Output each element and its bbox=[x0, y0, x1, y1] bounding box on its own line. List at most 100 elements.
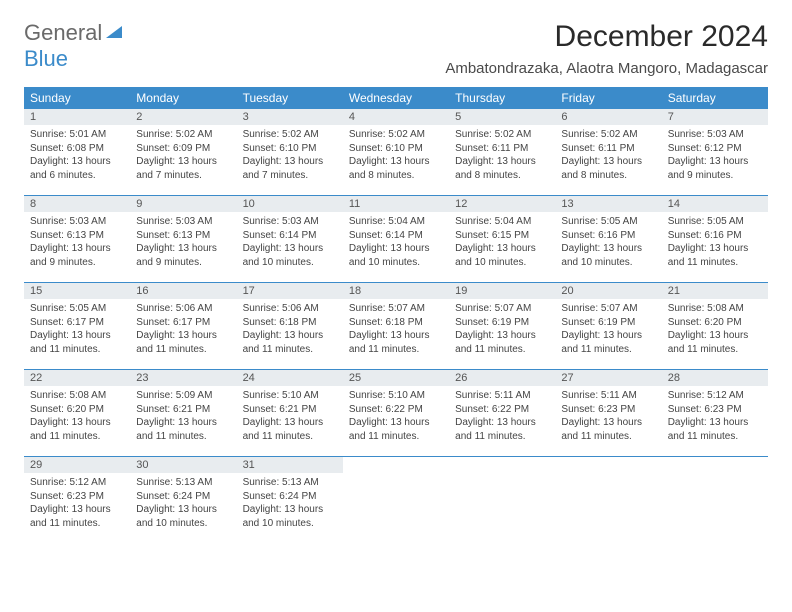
calendar-week: 29Sunrise: 5:12 AMSunset: 6:23 PMDayligh… bbox=[24, 457, 768, 543]
daylight-line: Daylight: 13 hours and 11 minutes. bbox=[668, 242, 762, 269]
daylight-line: Daylight: 13 hours and 11 minutes. bbox=[455, 416, 549, 443]
calendar-cell: 7Sunrise: 5:03 AMSunset: 6:12 PMDaylight… bbox=[662, 109, 768, 195]
daylight-line: Daylight: 13 hours and 10 minutes. bbox=[136, 503, 230, 530]
sunset-line: Sunset: 6:19 PM bbox=[561, 316, 655, 330]
day-number: 30 bbox=[130, 457, 236, 473]
calendar-cell: 8Sunrise: 5:03 AMSunset: 6:13 PMDaylight… bbox=[24, 196, 130, 282]
daylight-line: Daylight: 13 hours and 11 minutes. bbox=[136, 329, 230, 356]
brand-part1: General bbox=[24, 20, 102, 45]
sunrise-line: Sunrise: 5:01 AM bbox=[30, 128, 124, 142]
day-number: 5 bbox=[449, 109, 555, 125]
calendar-cell: 21Sunrise: 5:08 AMSunset: 6:20 PMDayligh… bbox=[662, 283, 768, 369]
day-number: 17 bbox=[237, 283, 343, 299]
sunset-line: Sunset: 6:24 PM bbox=[243, 490, 337, 504]
daylight-line: Daylight: 13 hours and 11 minutes. bbox=[561, 329, 655, 356]
day-body: Sunrise: 5:08 AMSunset: 6:20 PMDaylight:… bbox=[662, 299, 768, 360]
sunset-line: Sunset: 6:24 PM bbox=[136, 490, 230, 504]
day-number: 21 bbox=[662, 283, 768, 299]
sunrise-line: Sunrise: 5:07 AM bbox=[455, 302, 549, 316]
dow-header: Tuesday bbox=[237, 87, 343, 109]
daylight-line: Daylight: 13 hours and 11 minutes. bbox=[561, 416, 655, 443]
day-body: Sunrise: 5:05 AMSunset: 6:17 PMDaylight:… bbox=[24, 299, 130, 360]
day-number: 16 bbox=[130, 283, 236, 299]
day-body: Sunrise: 5:13 AMSunset: 6:24 PMDaylight:… bbox=[130, 473, 236, 534]
day-body: Sunrise: 5:03 AMSunset: 6:12 PMDaylight:… bbox=[662, 125, 768, 186]
calendar-cell: 18Sunrise: 5:07 AMSunset: 6:18 PMDayligh… bbox=[343, 283, 449, 369]
day-number: 11 bbox=[343, 196, 449, 212]
day-body: Sunrise: 5:11 AMSunset: 6:22 PMDaylight:… bbox=[449, 386, 555, 447]
day-number: 4 bbox=[343, 109, 449, 125]
day-body: Sunrise: 5:10 AMSunset: 6:22 PMDaylight:… bbox=[343, 386, 449, 447]
sunrise-line: Sunrise: 5:11 AM bbox=[455, 389, 549, 403]
sunset-line: Sunset: 6:11 PM bbox=[455, 142, 549, 156]
sunset-line: Sunset: 6:15 PM bbox=[455, 229, 549, 243]
day-body: Sunrise: 5:06 AMSunset: 6:18 PMDaylight:… bbox=[237, 299, 343, 360]
sunrise-line: Sunrise: 5:09 AM bbox=[136, 389, 230, 403]
daylight-line: Daylight: 13 hours and 11 minutes. bbox=[668, 416, 762, 443]
sunset-line: Sunset: 6:19 PM bbox=[455, 316, 549, 330]
dow-header: Monday bbox=[130, 87, 236, 109]
sunrise-line: Sunrise: 5:13 AM bbox=[136, 476, 230, 490]
sunrise-line: Sunrise: 5:02 AM bbox=[136, 128, 230, 142]
calendar-cell: 25Sunrise: 5:10 AMSunset: 6:22 PMDayligh… bbox=[343, 370, 449, 456]
daylight-line: Daylight: 13 hours and 11 minutes. bbox=[668, 329, 762, 356]
day-number: 6 bbox=[555, 109, 661, 125]
sunset-line: Sunset: 6:11 PM bbox=[561, 142, 655, 156]
day-number: 22 bbox=[24, 370, 130, 386]
calendar-cell: 24Sunrise: 5:10 AMSunset: 6:21 PMDayligh… bbox=[237, 370, 343, 456]
sunset-line: Sunset: 6:16 PM bbox=[561, 229, 655, 243]
page-header: General Blue December 2024 Ambatondrazak… bbox=[24, 20, 768, 77]
day-body: Sunrise: 5:02 AMSunset: 6:11 PMDaylight:… bbox=[555, 125, 661, 186]
dow-header: Sunday bbox=[24, 87, 130, 109]
day-number: 28 bbox=[662, 370, 768, 386]
sunrise-line: Sunrise: 5:08 AM bbox=[30, 389, 124, 403]
dow-header: Saturday bbox=[662, 87, 768, 109]
sunrise-line: Sunrise: 5:06 AM bbox=[136, 302, 230, 316]
calendar-cell: 13Sunrise: 5:05 AMSunset: 6:16 PMDayligh… bbox=[555, 196, 661, 282]
sunset-line: Sunset: 6:21 PM bbox=[136, 403, 230, 417]
day-body: Sunrise: 5:02 AMSunset: 6:10 PMDaylight:… bbox=[237, 125, 343, 186]
sunrise-line: Sunrise: 5:05 AM bbox=[30, 302, 124, 316]
calendar-week: 22Sunrise: 5:08 AMSunset: 6:20 PMDayligh… bbox=[24, 370, 768, 457]
sunset-line: Sunset: 6:21 PM bbox=[243, 403, 337, 417]
daylight-line: Daylight: 13 hours and 8 minutes. bbox=[349, 155, 443, 182]
sunrise-line: Sunrise: 5:02 AM bbox=[349, 128, 443, 142]
title-block: December 2024 Ambatondrazaka, Alaotra Ma… bbox=[445, 20, 768, 77]
sunrise-line: Sunrise: 5:04 AM bbox=[349, 215, 443, 229]
day-body: Sunrise: 5:13 AMSunset: 6:24 PMDaylight:… bbox=[237, 473, 343, 534]
sunrise-line: Sunrise: 5:07 AM bbox=[561, 302, 655, 316]
dow-row: SundayMondayTuesdayWednesdayThursdayFrid… bbox=[24, 87, 768, 109]
day-body: Sunrise: 5:10 AMSunset: 6:21 PMDaylight:… bbox=[237, 386, 343, 447]
day-number: 1 bbox=[24, 109, 130, 125]
calendar-cell: 1Sunrise: 5:01 AMSunset: 6:08 PMDaylight… bbox=[24, 109, 130, 195]
daylight-line: Daylight: 13 hours and 10 minutes. bbox=[561, 242, 655, 269]
calendar-cell: 26Sunrise: 5:11 AMSunset: 6:22 PMDayligh… bbox=[449, 370, 555, 456]
daylight-line: Daylight: 13 hours and 11 minutes. bbox=[30, 329, 124, 356]
day-number: 27 bbox=[555, 370, 661, 386]
day-body: Sunrise: 5:01 AMSunset: 6:08 PMDaylight:… bbox=[24, 125, 130, 186]
day-body: Sunrise: 5:11 AMSunset: 6:23 PMDaylight:… bbox=[555, 386, 661, 447]
sunset-line: Sunset: 6:16 PM bbox=[668, 229, 762, 243]
sunrise-line: Sunrise: 5:02 AM bbox=[561, 128, 655, 142]
day-body: Sunrise: 5:12 AMSunset: 6:23 PMDaylight:… bbox=[24, 473, 130, 534]
sunset-line: Sunset: 6:20 PM bbox=[30, 403, 124, 417]
calendar-cell: .. bbox=[662, 457, 768, 543]
sunset-line: Sunset: 6:10 PM bbox=[349, 142, 443, 156]
day-body: Sunrise: 5:03 AMSunset: 6:13 PMDaylight:… bbox=[24, 212, 130, 273]
day-number: 29 bbox=[24, 457, 130, 473]
day-body: Sunrise: 5:02 AMSunset: 6:10 PMDaylight:… bbox=[343, 125, 449, 186]
daylight-line: Daylight: 13 hours and 7 minutes. bbox=[136, 155, 230, 182]
location-text: Ambatondrazaka, Alaotra Mangoro, Madagas… bbox=[445, 60, 768, 77]
sunrise-line: Sunrise: 5:02 AM bbox=[243, 128, 337, 142]
daylight-line: Daylight: 13 hours and 11 minutes. bbox=[30, 416, 124, 443]
daylight-line: Daylight: 13 hours and 10 minutes. bbox=[243, 242, 337, 269]
sunrise-line: Sunrise: 5:08 AM bbox=[668, 302, 762, 316]
calendar-cell: 30Sunrise: 5:13 AMSunset: 6:24 PMDayligh… bbox=[130, 457, 236, 543]
dow-header: Wednesday bbox=[343, 87, 449, 109]
day-number: 9 bbox=[130, 196, 236, 212]
sunset-line: Sunset: 6:18 PM bbox=[349, 316, 443, 330]
calendar-cell: 23Sunrise: 5:09 AMSunset: 6:21 PMDayligh… bbox=[130, 370, 236, 456]
calendar-cell: 10Sunrise: 5:03 AMSunset: 6:14 PMDayligh… bbox=[237, 196, 343, 282]
day-body: Sunrise: 5:03 AMSunset: 6:14 PMDaylight:… bbox=[237, 212, 343, 273]
sunset-line: Sunset: 6:13 PM bbox=[136, 229, 230, 243]
